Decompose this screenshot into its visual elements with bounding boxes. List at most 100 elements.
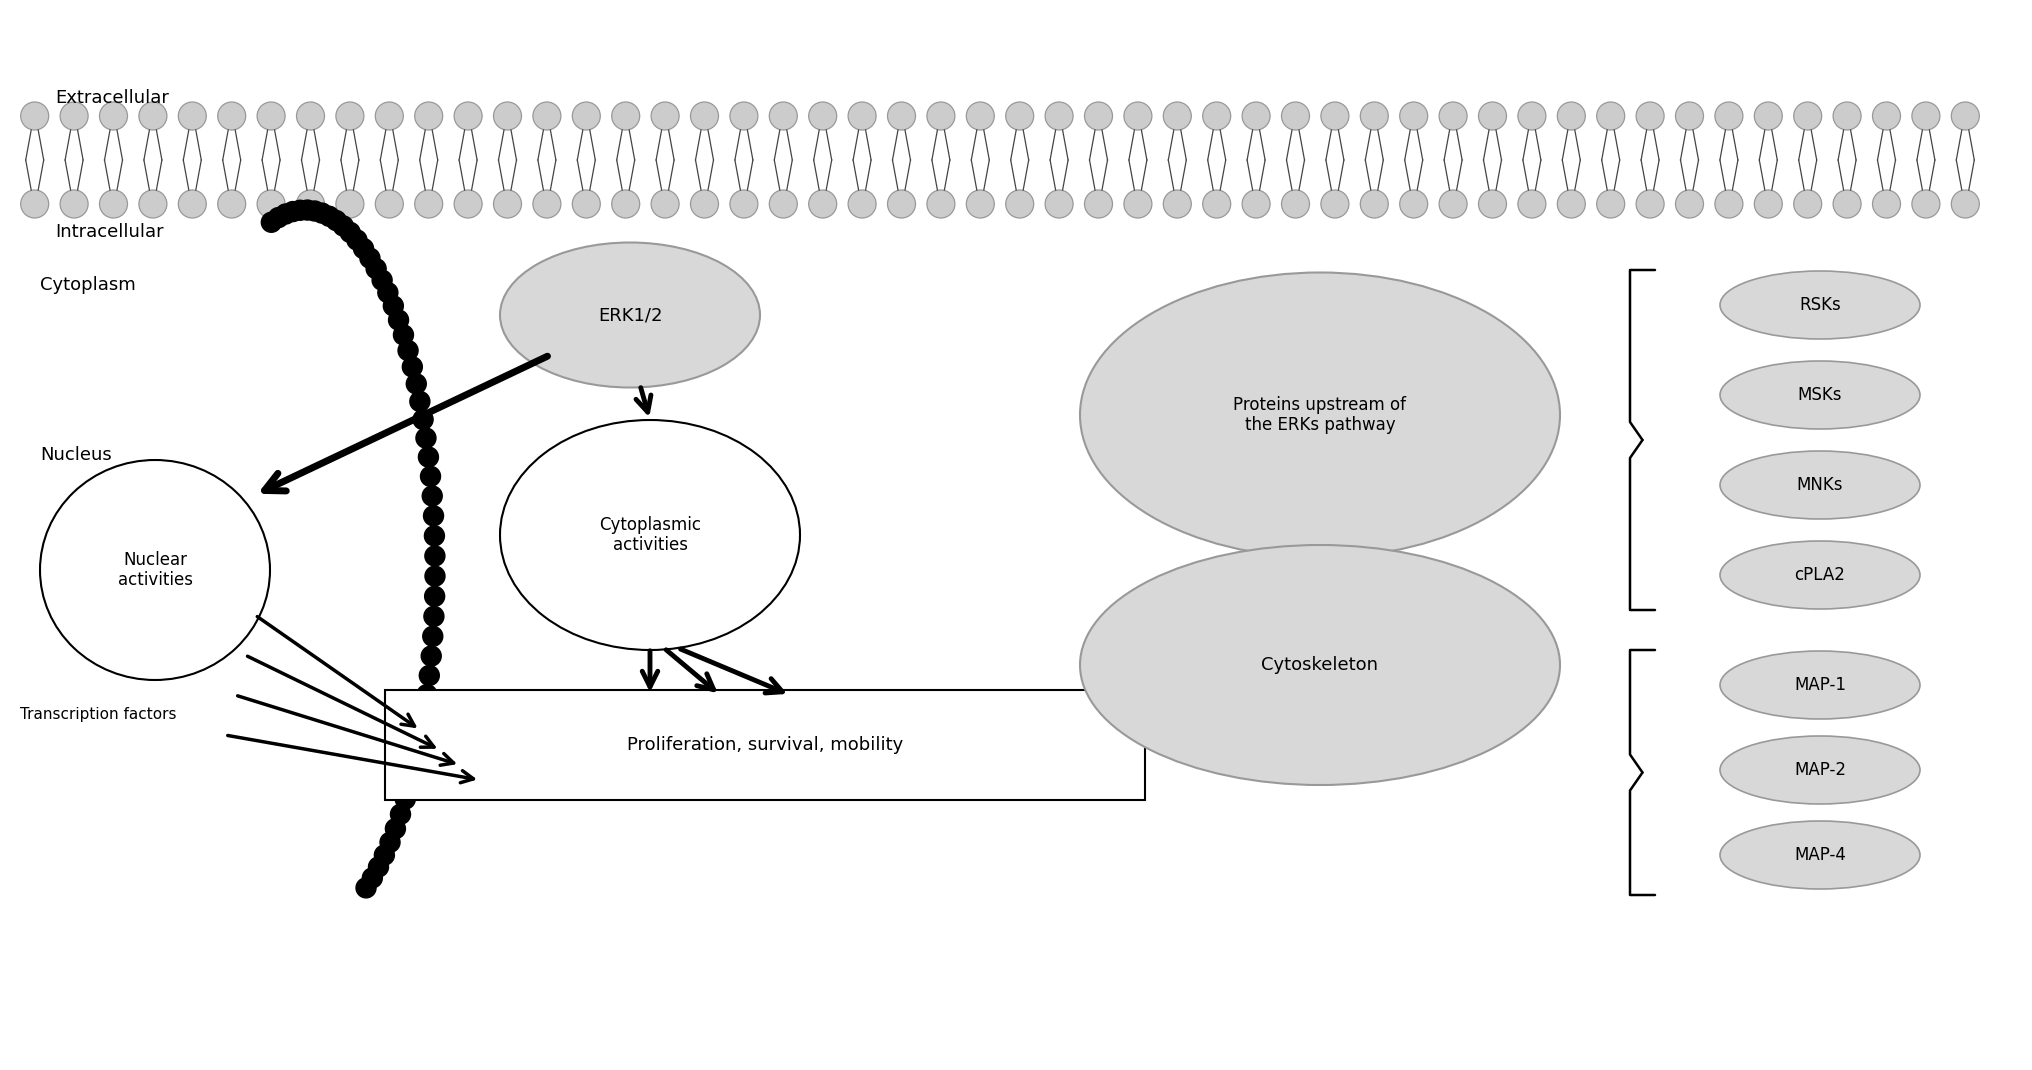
Circle shape [612, 102, 640, 129]
Text: Proliferation, survival, mobility: Proliferation, survival, mobility [628, 736, 902, 754]
Circle shape [1282, 190, 1309, 218]
Circle shape [339, 223, 360, 243]
Circle shape [262, 212, 280, 232]
Circle shape [376, 190, 402, 218]
Circle shape [20, 102, 49, 129]
Circle shape [376, 102, 402, 129]
Circle shape [217, 190, 246, 218]
Circle shape [276, 204, 295, 224]
Circle shape [888, 190, 916, 218]
Circle shape [1203, 102, 1231, 129]
Circle shape [366, 259, 386, 278]
Ellipse shape [1719, 361, 1920, 429]
Circle shape [888, 102, 916, 129]
Text: Extracellular: Extracellular [55, 89, 169, 107]
Ellipse shape [1079, 273, 1561, 557]
Circle shape [847, 102, 876, 129]
Circle shape [61, 190, 87, 218]
Text: Cytoskeleton: Cytoskeleton [1262, 656, 1378, 674]
Circle shape [396, 789, 415, 809]
Circle shape [1203, 190, 1231, 218]
Text: MAP-4: MAP-4 [1794, 846, 1845, 863]
Circle shape [390, 805, 410, 824]
Circle shape [179, 102, 207, 129]
Circle shape [1359, 190, 1388, 218]
Circle shape [362, 868, 382, 888]
Text: Proteins upstream of
the ERKs pathway: Proteins upstream of the ERKs pathway [1233, 396, 1406, 434]
Circle shape [1874, 102, 1900, 129]
Circle shape [419, 447, 439, 467]
Circle shape [729, 102, 758, 129]
Circle shape [297, 102, 325, 129]
Circle shape [809, 190, 837, 218]
Circle shape [417, 428, 437, 448]
Circle shape [319, 207, 339, 226]
Ellipse shape [41, 460, 270, 681]
Circle shape [1794, 190, 1823, 218]
Circle shape [384, 296, 402, 316]
Circle shape [1794, 102, 1823, 129]
Circle shape [372, 271, 392, 290]
Circle shape [415, 102, 443, 129]
Text: ERK1/2: ERK1/2 [597, 306, 662, 324]
Ellipse shape [1079, 545, 1561, 785]
Circle shape [1557, 102, 1585, 129]
Ellipse shape [1719, 821, 1920, 889]
Circle shape [1242, 102, 1270, 129]
Ellipse shape [1719, 541, 1920, 609]
Circle shape [354, 239, 374, 259]
Circle shape [100, 190, 128, 218]
Circle shape [1597, 102, 1626, 129]
Circle shape [847, 190, 876, 218]
Circle shape [425, 566, 445, 586]
Circle shape [386, 819, 406, 839]
Circle shape [494, 102, 522, 129]
Circle shape [421, 646, 441, 666]
Circle shape [347, 230, 368, 250]
Circle shape [1754, 190, 1782, 218]
Circle shape [410, 721, 431, 742]
Circle shape [398, 340, 419, 361]
Text: Nucleus: Nucleus [41, 446, 112, 464]
Ellipse shape [1719, 450, 1920, 519]
Circle shape [1162, 102, 1191, 129]
Circle shape [408, 739, 427, 760]
Circle shape [1006, 102, 1034, 129]
Circle shape [532, 190, 561, 218]
Text: Transcription factors: Transcription factors [20, 707, 177, 722]
Circle shape [1951, 102, 1979, 129]
Circle shape [100, 102, 128, 129]
Circle shape [1951, 190, 1979, 218]
Ellipse shape [500, 243, 760, 387]
Circle shape [1912, 190, 1941, 218]
Circle shape [612, 190, 640, 218]
Circle shape [770, 190, 797, 218]
Circle shape [291, 200, 311, 220]
Circle shape [400, 774, 421, 793]
Circle shape [423, 506, 443, 525]
Circle shape [494, 190, 522, 218]
Circle shape [425, 586, 445, 607]
Circle shape [1124, 102, 1152, 129]
Circle shape [1044, 190, 1073, 218]
Circle shape [406, 373, 427, 394]
Circle shape [1874, 190, 1900, 218]
Circle shape [412, 410, 433, 429]
Circle shape [691, 190, 719, 218]
Circle shape [356, 877, 376, 898]
Circle shape [1676, 102, 1703, 129]
Circle shape [1518, 190, 1546, 218]
Text: Cytoplasm: Cytoplasm [41, 276, 136, 294]
Circle shape [453, 102, 482, 129]
Text: MAP-1: MAP-1 [1794, 676, 1845, 694]
Circle shape [425, 525, 445, 546]
Circle shape [258, 190, 284, 218]
Circle shape [691, 102, 719, 129]
Circle shape [1044, 102, 1073, 129]
Circle shape [179, 190, 207, 218]
Circle shape [404, 756, 425, 777]
Text: MNKs: MNKs [1796, 476, 1843, 494]
Circle shape [1479, 102, 1506, 129]
Ellipse shape [1719, 271, 1920, 339]
Circle shape [268, 208, 289, 228]
